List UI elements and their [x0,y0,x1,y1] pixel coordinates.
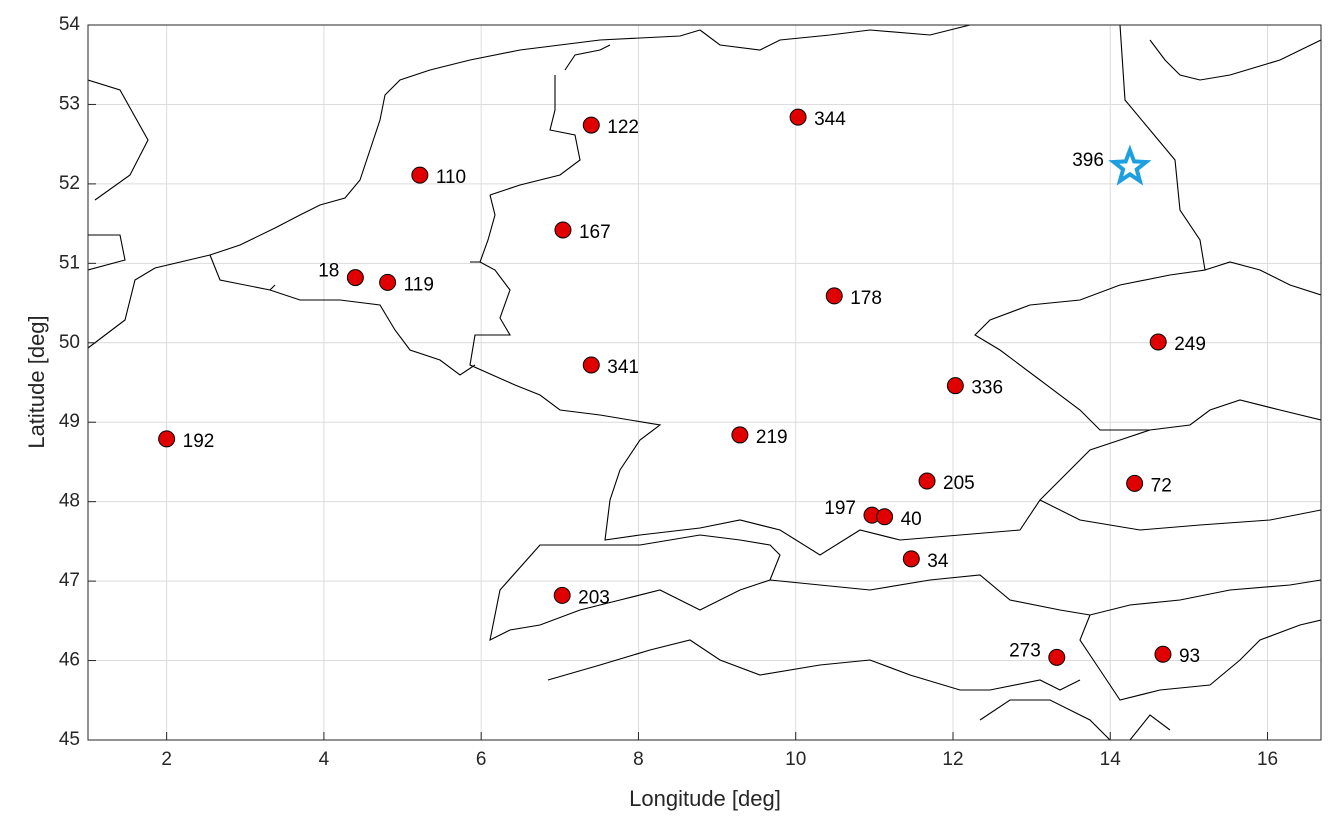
y-tick-label: 54 [59,14,81,35]
station-label: 249 [1174,334,1206,355]
x-tick-label: 14 [1100,749,1122,770]
station-label: 167 [579,222,611,243]
station-marker [902,550,920,568]
station-marker [411,166,429,184]
station-label: 197 [824,498,856,519]
x-tick-label: 4 [319,749,330,770]
x-tick-label: 6 [476,749,487,770]
station-label: 119 [404,274,434,295]
star-marker [1108,144,1152,186]
station-marker [918,472,936,490]
station-label: 344 [814,109,846,130]
y-tick-label: 52 [59,173,80,194]
y-tick-label: 46 [59,650,80,671]
x-axis-label: Longitude [deg] [629,786,781,811]
y-tick-label: 45 [59,729,80,750]
x-tick-label: 2 [161,749,172,770]
station-label: 273 [1009,640,1041,661]
station-marker [158,430,176,448]
station-marker [582,116,600,134]
station-marker [346,269,364,287]
station-label: 110 [436,167,466,188]
x-tick-label: 10 [785,749,806,770]
station-marker [946,377,964,395]
y-tick-label: 53 [59,93,80,114]
station-marker [379,273,397,291]
station-label: 396 [1072,150,1104,171]
station-marker [876,508,894,526]
station-marker [582,356,600,374]
station-label: 40 [901,509,922,530]
station-label: 178 [850,288,882,309]
station-label: 203 [578,587,610,608]
plot-area [88,25,1321,740]
station-marker [789,108,807,126]
x-tick-label: 8 [633,749,644,770]
x-tick-label: 16 [1257,749,1278,770]
y-tick-label: 48 [59,491,80,512]
station-label: 205 [943,473,975,494]
station-label: 341 [607,357,639,378]
y-tick-label: 51 [59,252,80,273]
y-tick-label: 49 [59,411,80,432]
station-marker [1048,648,1066,666]
station-label: 18 [318,261,339,282]
station-label: 336 [971,378,1003,399]
x-tick-label: 12 [942,749,963,770]
station-marker [1154,645,1172,663]
station-label: 72 [1151,475,1172,496]
station-marker [1149,333,1167,351]
station-label: 93 [1179,646,1200,667]
y-axis-label: Latitude [deg] [24,315,49,448]
station-label: 192 [183,431,215,452]
station-label: 219 [756,427,788,448]
station-marker [1126,474,1144,492]
station-marker [554,221,572,239]
station-marker [825,287,843,305]
station-label: 34 [927,551,949,572]
station-marker [731,426,749,444]
country-borders [209,25,1321,740]
station-marker [553,586,571,604]
y-tick-label: 50 [59,332,80,353]
station-label: 122 [607,117,639,138]
y-tick-label: 47 [59,570,80,591]
axes-box [87,24,1322,741]
map-borders [88,25,1321,740]
coastline [88,25,1321,349]
